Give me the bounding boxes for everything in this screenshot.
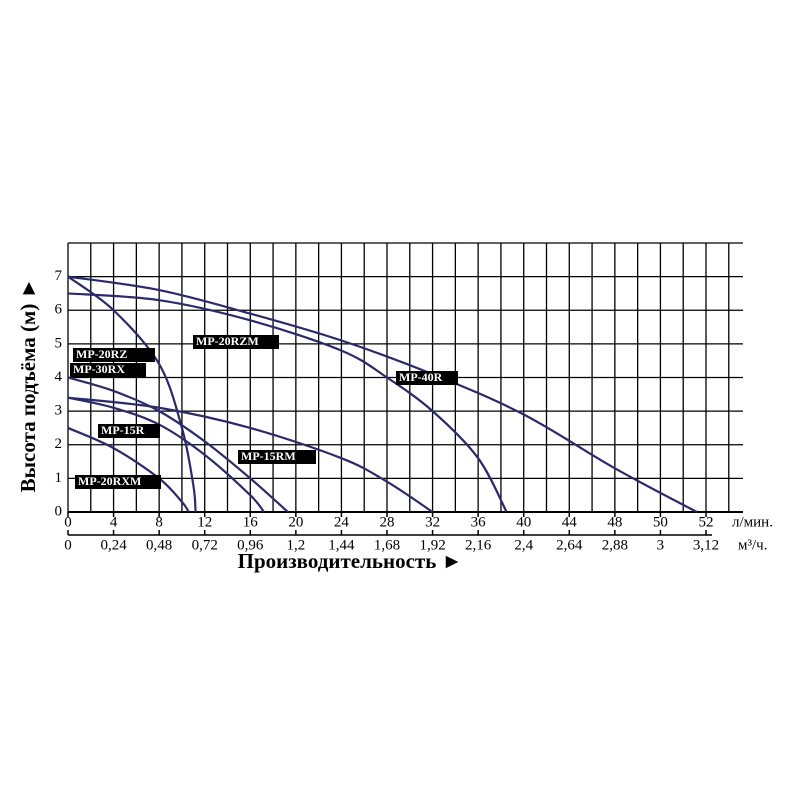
y-tick-label: 7 (55, 268, 63, 284)
x2-tick-label: 0,48 (146, 537, 172, 553)
x-tick-label: 4 (110, 514, 118, 530)
curve-label-box (70, 363, 146, 377)
x2-tick-label: 1,2 (286, 537, 305, 553)
curve (67, 376, 289, 513)
y-tick-label: 4 (55, 369, 63, 385)
x2-tick-label: 0,24 (100, 537, 127, 553)
y-tick-label: 1 (55, 470, 63, 486)
curve-label: MP-40R (399, 370, 443, 384)
curve-label-box (98, 424, 160, 438)
curve-label-box (73, 348, 155, 362)
y-tick-label: 0 (55, 503, 63, 519)
curve-label: MP-20RZ (76, 347, 127, 361)
x2-tick-label: 1,92 (419, 537, 445, 553)
x2-tick-label: 2,16 (465, 537, 492, 553)
x-tick-label: 44 (562, 514, 578, 530)
curve (67, 396, 265, 513)
y-tick-label: 3 (55, 403, 63, 419)
x2-tick-label: 0,96 (237, 537, 264, 553)
curve-label-box (193, 335, 279, 349)
x-tick-label: 36 (471, 514, 487, 530)
curve-label: MP-20RXM (78, 474, 141, 488)
curve (67, 396, 434, 513)
x-unit: л/мин. (732, 514, 773, 530)
x2-tick-label: 0,72 (192, 537, 218, 553)
curve (67, 275, 698, 513)
curve-label: MP-30RX (73, 362, 125, 376)
x2-unit: м³/ч. (738, 537, 767, 553)
curve (67, 292, 508, 513)
x2-tick-label: 3 (657, 537, 665, 553)
curve-label: MP-20RZM (196, 334, 259, 348)
y-tick-label: 2 (55, 436, 63, 452)
x2-tick-label: 3,12 (693, 537, 719, 553)
curve-label-box (396, 371, 458, 385)
x-tick-label: 8 (155, 514, 163, 530)
x2-tick-label: 1,44 (328, 537, 355, 553)
x2-tick-label: 1,68 (374, 537, 400, 553)
y-tick-label: 5 (55, 335, 63, 351)
y-axis-title: Высота подъёма (м) ► (16, 278, 40, 493)
x2-tick-label: 2,88 (602, 537, 628, 553)
x-tick-label: 32 (425, 514, 440, 530)
x-tick-label: 24 (334, 514, 350, 530)
x-axis-title: Производительность ► (238, 549, 463, 573)
curve-label-box (75, 475, 161, 489)
x2-tick-label: 0 (64, 537, 72, 553)
x-tick-label: 48 (607, 514, 622, 530)
x-tick-label: 28 (380, 514, 395, 530)
curve-label: MP-15RM (241, 449, 296, 463)
x-tick-label: 52 (699, 514, 714, 530)
x-tick-label: 50 (653, 514, 668, 530)
x2-tick-label: 2,4 (514, 537, 533, 553)
curve-label-box (238, 450, 316, 464)
x-tick-label: 16 (243, 514, 259, 530)
y-tick-label: 6 (55, 302, 63, 318)
x-tick-label: 20 (288, 514, 303, 530)
x-tick-label: 0 (64, 514, 72, 530)
curve (67, 275, 197, 513)
x-tick-label: 12 (197, 514, 212, 530)
x-tick-label: 40 (516, 514, 531, 530)
x2-tick-label: 2,64 (556, 537, 583, 553)
curve-label: MP-15R (101, 423, 145, 437)
